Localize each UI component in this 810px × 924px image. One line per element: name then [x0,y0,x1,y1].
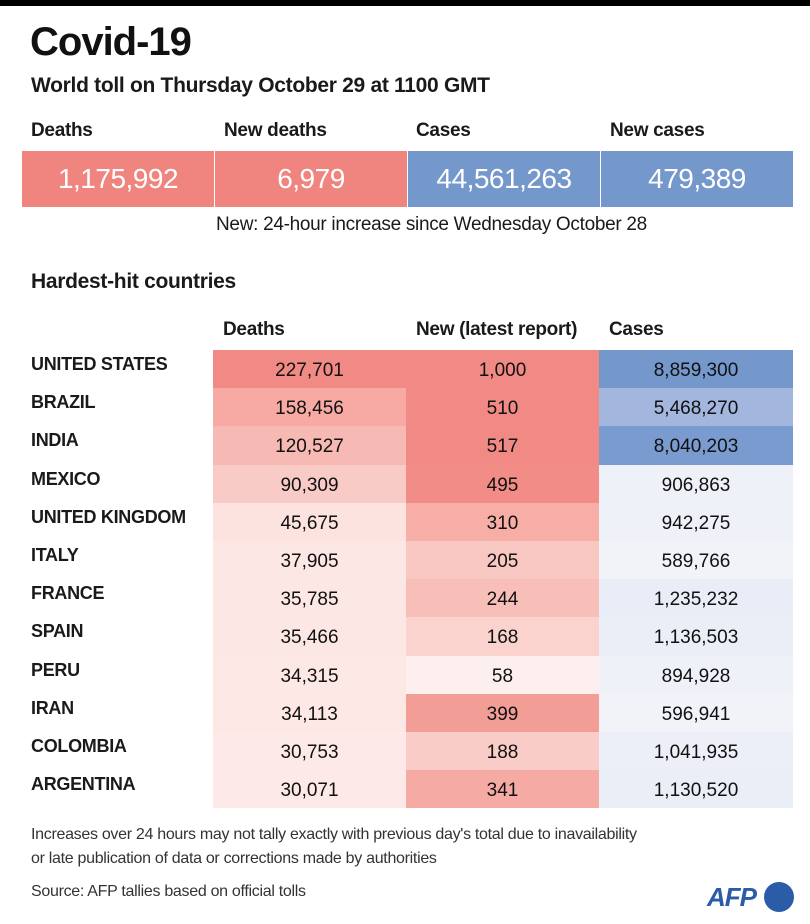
footnote-line-1: Increases over 24 hours may not tally ex… [31,826,637,843]
kpi-label-new-deaths: New deaths [224,120,327,141]
kpi-value-new-cases: 479,389 [601,151,793,207]
deaths-cell: 34,113 [213,693,406,732]
country-name: UNITED STATES [31,354,168,374]
cases-cell: 894,928 [599,655,793,694]
cases-cell: 1,130,520 [599,770,793,809]
top-rule [0,0,810,6]
country-name: PERU [31,659,80,680]
cases-cell: 1,041,935 [599,732,793,771]
kpi-label-deaths: Deaths [31,120,93,141]
deaths-cell: 120,527 [213,426,406,465]
table-row: BRAZIL 158,456 510 5,468,270 [0,388,810,427]
deaths-cell: 158,456 [213,388,406,427]
afp-logo-text: AFP [707,882,757,912]
table-row: UNITED STATES 227,701 1,000 8,859,300 [0,350,810,389]
country-name: FRANCE [31,583,105,604]
deaths-cell: 37,905 [213,541,406,580]
cases-cell: 1,136,503 [599,617,793,656]
country-name: COLOMBIA [31,736,127,756]
cases-cell: 589,766 [599,541,793,580]
kpi-value-new-deaths: 6,979 [215,151,407,207]
country-name: INDIA [31,430,79,451]
deaths-cell: 35,466 [213,617,406,656]
kpi-value-cases: 44,561,263 [408,151,600,207]
new-deaths-cell: 310 [406,502,599,541]
page-title: Covid-19 [30,20,192,64]
table-row: ITALY 37,905 205 589,766 [0,541,810,580]
new-deaths-cell: 188 [406,732,599,771]
source-text: Source: AFP tallies based on official to… [31,883,306,900]
cases-cell: 906,863 [599,464,793,503]
deaths-cell: 227,701 [213,350,406,389]
footnote-line-2: or late publication of data or correctio… [31,850,437,867]
country-name: UNITED KINGDOM [31,506,186,527]
table-row: COLOMBIA 30,753 188 1,041,935 [0,732,810,771]
cases-cell: 8,040,203 [599,426,793,465]
column-header-new: New (latest report) [416,319,578,340]
table-row: INDIA 120,527 517 8,040,203 [0,426,810,465]
country-name: ITALY [31,545,79,565]
deaths-cell: 34,315 [213,655,406,694]
new-deaths-cell: 244 [406,579,599,618]
table-row: FRANCE 35,785 244 1,235,232 [0,579,810,618]
country-name: BRAZIL [31,392,96,413]
new-deaths-cell: 517 [406,426,599,465]
cases-cell: 1,235,232 [599,579,793,618]
country-name: ARGENTINA [31,774,136,795]
deaths-cell: 45,675 [213,502,406,541]
kpi-label-new-cases: New cases [610,120,705,141]
table-row: PERU 34,315 58 894,928 [0,655,810,694]
country-name: SPAIN [31,621,84,642]
cases-cell: 5,468,270 [599,388,793,427]
table-row: UNITED KINGDOM 45,675 310 942,275 [0,502,810,541]
cases-cell: 942,275 [599,502,793,541]
kpi-label-cases: Cases [416,120,471,141]
table-row: MEXICO 90,309 495 906,863 [0,464,810,503]
country-name: IRAN [31,697,74,718]
table-row: SPAIN 35,466 168 1,136,503 [0,617,810,656]
new-deaths-cell: 168 [406,617,599,656]
table-row: ARGENTINA 30,071 341 1,130,520 [0,770,810,809]
deaths-cell: 90,309 [213,464,406,503]
new-deaths-cell: 495 [406,464,599,503]
new-deaths-cell: 341 [406,770,599,809]
new-deaths-cell: 1,000 [406,350,599,389]
deaths-cell: 35,785 [213,579,406,618]
column-header-cases: Cases [609,319,664,340]
column-header-deaths: Deaths [223,319,285,340]
deaths-cell: 30,753 [213,732,406,771]
section-title: Hardest-hit countries [31,270,236,293]
cases-cell: 8,859,300 [599,350,793,389]
afp-logo-dot-icon [764,882,794,912]
page-subtitle: World toll on Thursday October 29 at 110… [31,74,490,97]
deaths-cell: 30,071 [213,770,406,809]
new-deaths-cell: 510 [406,388,599,427]
kpi-note: New: 24-hour increase since Wednesday Oc… [216,214,647,235]
table-row: IRAN 34,113 399 596,941 [0,693,810,732]
country-name: MEXICO [31,468,101,489]
new-deaths-cell: 399 [406,693,599,732]
afp-logo: AFP [707,880,797,916]
new-deaths-cell: 58 [406,655,599,694]
kpi-value-deaths: 1,175,992 [22,151,214,207]
cases-cell: 596,941 [599,693,793,732]
new-deaths-cell: 205 [406,541,599,580]
